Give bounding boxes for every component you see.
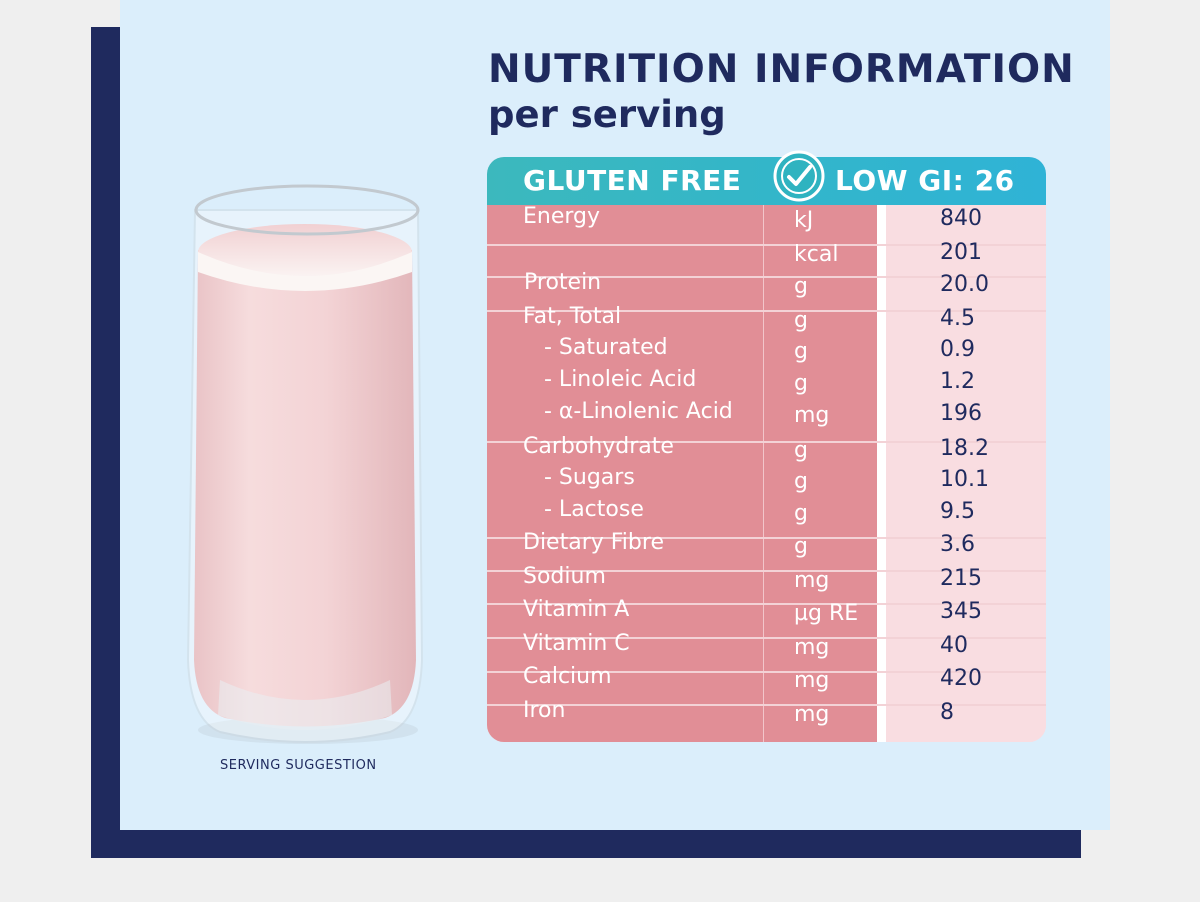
row-divider xyxy=(487,244,1046,246)
serving-suggestion-caption: SERVING SUGGESTION xyxy=(220,758,377,773)
nutrient-name: Vitamin A xyxy=(523,597,630,622)
row-divider xyxy=(487,637,1046,639)
row-divider xyxy=(487,537,1046,539)
nutrient-value: 18.2 xyxy=(940,436,989,461)
nutrient-column xyxy=(487,205,877,742)
nutrient-value: 345 xyxy=(940,599,982,624)
nutrient-unit: g xyxy=(794,534,808,559)
checkmark-icon xyxy=(773,150,825,202)
milkshake-glass-image xyxy=(186,184,424,744)
page-title: NUTRITION INFORMATION xyxy=(488,47,1075,92)
nutrient-unit: mg xyxy=(794,635,830,660)
row-divider xyxy=(487,441,1046,443)
row-divider xyxy=(487,570,1046,572)
unit-divider xyxy=(763,205,764,742)
nutrient-value: 40 xyxy=(940,633,968,658)
nutrient-value: 420 xyxy=(940,666,982,691)
nutrient-unit: g xyxy=(794,308,808,333)
row-divider xyxy=(487,276,1046,278)
nutrient-name: Vitamin C xyxy=(523,631,630,656)
nutrient-name: - Saturated xyxy=(544,335,668,360)
column-divider xyxy=(877,205,886,742)
nutrient-value: 3.6 xyxy=(940,532,975,557)
nutrient-value: 8 xyxy=(940,700,954,725)
nutrient-unit: g xyxy=(794,371,808,396)
nutrient-name: Carbohydrate xyxy=(523,434,674,459)
nutrient-value: 9.5 xyxy=(940,499,975,524)
nutrient-value: 4.5 xyxy=(940,306,975,331)
nutrient-value: 201 xyxy=(940,240,982,265)
nutrient-value: 0.9 xyxy=(940,337,975,362)
row-divider xyxy=(487,704,1046,706)
low-gi-label: LOW GI: 26 xyxy=(835,164,1015,197)
nutrient-name: Calcium xyxy=(523,664,612,689)
nutrient-name: Dietary Fibre xyxy=(523,530,664,555)
nutrient-unit: g xyxy=(794,501,808,526)
nutrient-name: - α-Linolenic Acid xyxy=(544,399,733,424)
nutrient-name: - Sugars xyxy=(544,465,635,490)
nutrient-unit: µg RE xyxy=(794,601,859,626)
nutrient-unit: mg xyxy=(794,403,830,428)
nutrient-unit: kcal xyxy=(794,242,839,267)
nutrient-unit: kJ xyxy=(794,208,814,233)
nutrient-value: 196 xyxy=(940,401,982,426)
nutrient-unit: g xyxy=(794,339,808,364)
nutrient-name: Protein xyxy=(524,270,602,295)
gluten-free-label: GLUTEN FREE xyxy=(523,164,742,197)
nutrient-unit: g xyxy=(794,274,808,299)
nutrition-table: GLUTEN FREE LOW GI: 26 Energy kJ 840 kcal 20… xyxy=(487,157,1046,742)
nutrient-value: 10.1 xyxy=(940,467,989,492)
nutrient-value: 1.2 xyxy=(940,369,975,394)
nutrient-name: - Lactose xyxy=(544,497,644,522)
badge-banner: GLUTEN FREE LOW GI: 26 xyxy=(487,157,1046,205)
nutrient-name: Energy xyxy=(523,204,601,229)
row-divider xyxy=(487,671,1046,673)
value-column xyxy=(886,205,1046,742)
nutrient-name: Sodium xyxy=(523,564,606,589)
row-divider xyxy=(487,603,1046,605)
nutrient-value: 840 xyxy=(940,206,982,231)
nutrient-value: 20.0 xyxy=(940,272,989,297)
nutrient-unit: mg xyxy=(794,668,830,693)
nutrient-unit: g xyxy=(794,438,808,463)
nutrient-unit: mg xyxy=(794,568,830,593)
nutrient-name: Iron xyxy=(523,698,566,723)
nutrient-name: - Linoleic Acid xyxy=(544,367,697,392)
nutrient-unit: mg xyxy=(794,702,830,727)
row-divider xyxy=(487,310,1046,312)
page-subtitle: per serving xyxy=(488,93,726,136)
nutrient-name: Fat, Total xyxy=(523,304,622,329)
nutrient-unit: g xyxy=(794,469,808,494)
nutrient-value: 215 xyxy=(940,566,982,591)
